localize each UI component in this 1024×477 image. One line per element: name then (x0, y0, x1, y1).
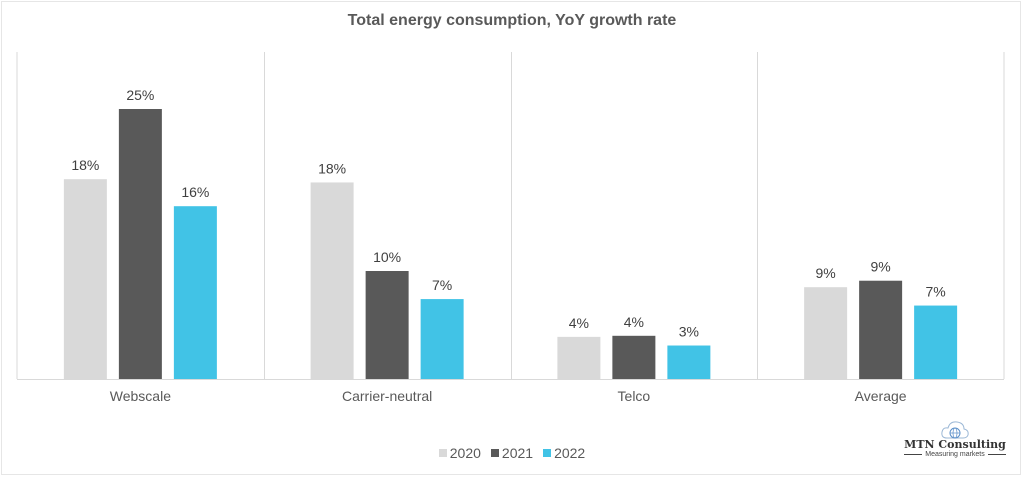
logo-tagline: Measuring markets (900, 451, 1010, 458)
data-label: 9% (871, 259, 891, 275)
bar-carrier-neutral-2020 (310, 182, 354, 379)
cloud-globe-icon (941, 421, 969, 439)
data-label: 16% (181, 184, 209, 200)
category-separators (16, 52, 1005, 380)
bar-telco-2021 (612, 335, 656, 379)
data-label: 10% (373, 249, 401, 265)
legend-item-2022: 2022 (543, 445, 585, 461)
data-label: 9% (816, 265, 836, 281)
data-label: 18% (71, 157, 99, 173)
bar-carrier-neutral-2022 (420, 299, 464, 379)
data-label: 7% (432, 277, 452, 293)
legend-swatch (543, 449, 552, 457)
chart-title: Total energy consumption, YoY growth rat… (347, 12, 677, 29)
bar-average-2021 (859, 280, 903, 379)
data-label: 25% (126, 87, 154, 103)
bar-telco-2022 (667, 345, 711, 379)
legend-label: 2021 (501, 445, 534, 461)
legend-item-2020: 2020 (438, 445, 481, 461)
data-label: 4% (624, 314, 644, 330)
x-tick-labels: Webscale Carrier-neutral Telco Average (110, 388, 907, 404)
x-tick-label: Webscale (110, 388, 171, 404)
x-tick-label: Telco (618, 388, 651, 404)
legend: 2020 2021 2022 (0, 445, 1024, 461)
data-label: 18% (318, 160, 346, 176)
legend-item-2021: 2021 (490, 445, 534, 461)
company-logo: MTN Consulting Measuring markets (900, 418, 1010, 468)
bar-telco-2020 (557, 336, 601, 379)
logo-tagline-text: Measuring markets (925, 451, 985, 458)
legend-label: 2020 (449, 445, 481, 461)
bar-webscale-2020 (63, 179, 107, 379)
legend-swatch (490, 449, 499, 457)
data-label: 7% (926, 284, 946, 300)
data-label: 3% (679, 324, 699, 340)
x-tick-label: Carrier-neutral (342, 388, 432, 404)
data-label: 4% (569, 315, 589, 331)
logo-name: MTN Consulting (904, 438, 1006, 451)
legend-swatch (438, 449, 447, 457)
data-labels: 18% 25% 16% 18% 10% 7% 4% 4% 3% 9% 9% 7% (71, 87, 945, 340)
bar-webscale-2022 (173, 206, 217, 379)
bar-average-2022 (914, 305, 958, 379)
legend-label: 2022 (554, 445, 586, 461)
bar-carrier-neutral-2021 (365, 271, 409, 379)
x-tick-label: Average (855, 388, 907, 404)
bar-average-2020 (804, 287, 848, 379)
bar-webscale-2021 (118, 109, 162, 379)
bars (63, 109, 958, 379)
